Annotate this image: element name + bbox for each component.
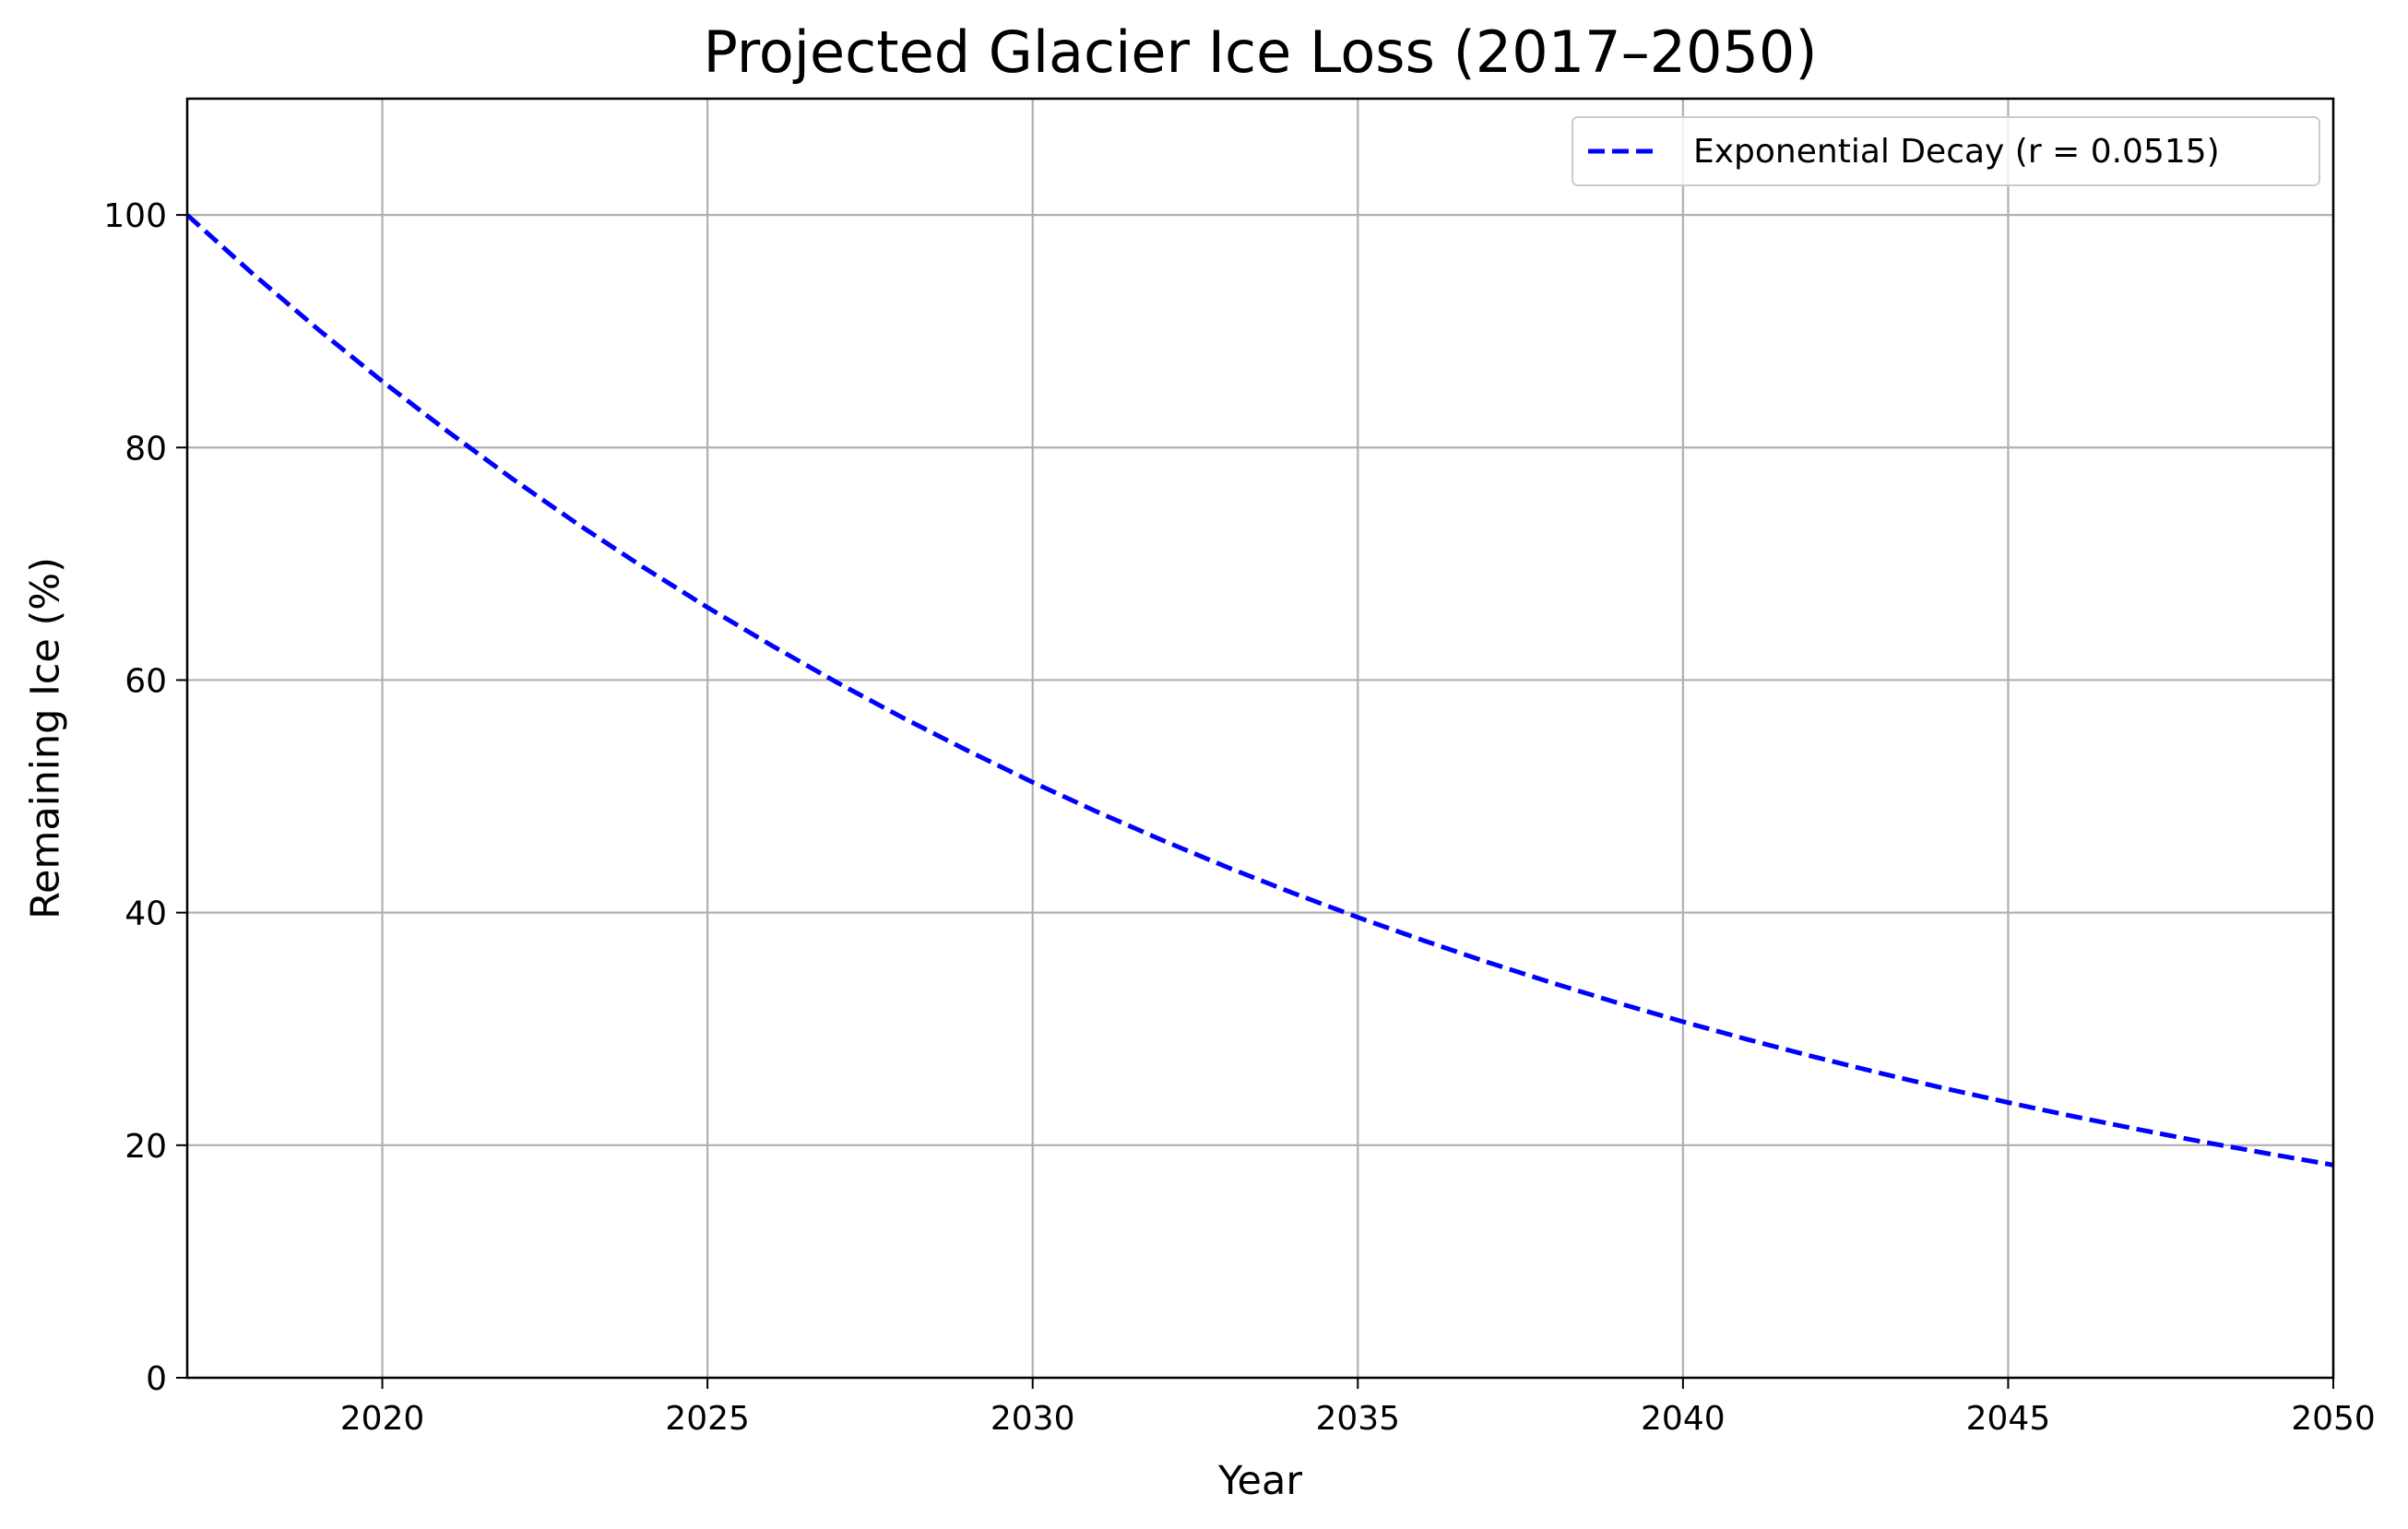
series-layer — [185, 213, 2334, 1167]
x-tick-label: 2040 — [1641, 1400, 1726, 1438]
legend: Exponential Decay (r = 0.0515) — [1572, 116, 2320, 186]
x-tick-label: 2025 — [665, 1400, 750, 1438]
x-axis-label: Year — [1217, 1458, 1302, 1504]
chart-title: Projected Glacier Ice Loss (2017–2050) — [703, 18, 1817, 86]
x-tick-label: 2035 — [1315, 1400, 1400, 1438]
x-tick-label: 2030 — [990, 1400, 1075, 1438]
y-tick-label: 40 — [125, 895, 167, 933]
y-tick-label: 60 — [125, 662, 167, 700]
y-tick-label: 100 — [103, 197, 167, 235]
series-line — [185, 213, 2334, 1167]
x-tick-label: 2020 — [340, 1400, 425, 1438]
legend-box — [1572, 116, 2320, 186]
x-tick-label: 2045 — [1966, 1400, 2051, 1438]
x-tick-label: 2050 — [2291, 1400, 2376, 1438]
grid — [187, 99, 2335, 1378]
y-tick-label: 0 — [146, 1360, 167, 1398]
y-tick-label: 80 — [125, 430, 167, 468]
plot-frame — [185, 97, 2335, 1380]
y-axis-label: Remaining Ice (%) — [23, 557, 69, 919]
legend-label: Exponential Decay (r = 0.0515) — [1693, 133, 2220, 171]
y-tick-label: 20 — [125, 1128, 167, 1166]
